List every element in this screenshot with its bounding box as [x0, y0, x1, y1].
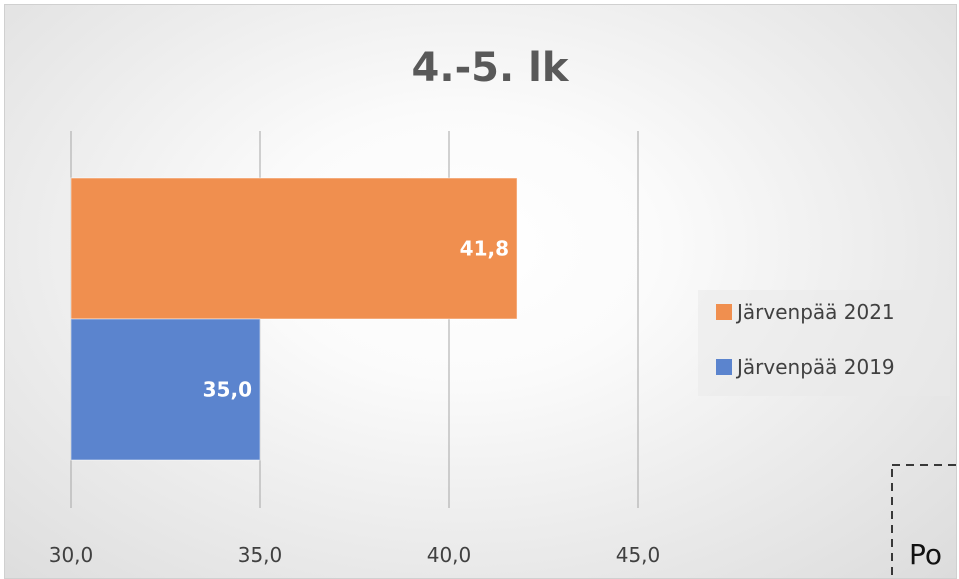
x-tick-label: 35,0: [238, 543, 283, 567]
legend-label: Järvenpää 2019: [735, 355, 895, 379]
legend-label: Järvenpää 2021: [735, 300, 895, 324]
bar: [70, 177, 518, 320]
x-tick-label: 40,0: [427, 543, 472, 567]
x-tick-label: 45,0: [616, 543, 661, 567]
dashed-annotation-box: [891, 464, 956, 578]
annotation-text: Po: [909, 538, 942, 571]
legend-background: [698, 290, 950, 396]
chart-title: 4.-5. lk: [412, 45, 570, 91]
bar: [70, 318, 261, 461]
data-label: 35,0: [203, 378, 252, 402]
legend-swatch: [716, 304, 732, 320]
chart-frame: 4.-5. lk 41,8 35,0 30,0 35,0 40,0 45,0 Järve…: [4, 4, 957, 579]
legend-swatch: [716, 359, 732, 375]
legend: Järvenpää 2021 Järvenpää 2019: [698, 290, 950, 396]
bars: 41,8 35,0: [70, 177, 518, 461]
x-axis-ticks: 30,0 35,0 40,0 45,0: [49, 543, 661, 567]
bar-chart: 4.-5. lk 41,8 35,0 30,0 35,0 40,0 45,0 Järve…: [49, 45, 956, 578]
x-tick-label: 30,0: [49, 543, 94, 567]
data-label: 41,8: [460, 237, 509, 261]
